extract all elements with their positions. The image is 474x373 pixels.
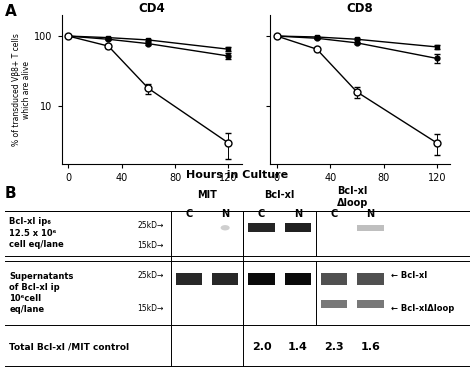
Text: Hours in Culture: Hours in Culture <box>186 170 288 180</box>
Text: 1.6: 1.6 <box>361 342 381 352</box>
Ellipse shape <box>220 225 230 231</box>
Text: MIT: MIT <box>197 190 217 200</box>
Bar <box>321 273 347 285</box>
Bar <box>248 273 274 285</box>
Text: A: A <box>5 4 17 19</box>
Bar <box>357 300 383 308</box>
Text: N: N <box>366 209 374 219</box>
Text: C: C <box>330 209 338 219</box>
Text: ← Bcl-xlΔloop: ← Bcl-xlΔloop <box>391 304 454 313</box>
Text: 1.4: 1.4 <box>288 342 308 352</box>
Text: of Bcl-xl ip: of Bcl-xl ip <box>9 283 60 292</box>
Bar <box>285 273 311 285</box>
Y-axis label: % of transduced Vβ8+ T cells
which are alive: % of transduced Vβ8+ T cells which are a… <box>12 33 31 146</box>
Bar <box>357 273 383 285</box>
Text: Δloop: Δloop <box>337 198 368 208</box>
Bar <box>285 223 311 232</box>
Text: Total Bcl-xl /MIT control: Total Bcl-xl /MIT control <box>9 342 129 351</box>
Bar <box>212 273 238 285</box>
Text: Bcl-xl ip₆: Bcl-xl ip₆ <box>9 217 52 226</box>
Text: eq/lane: eq/lane <box>9 305 45 314</box>
Bar <box>248 223 274 232</box>
Bar <box>357 225 383 231</box>
Text: 25kD→: 25kD→ <box>137 220 164 229</box>
Text: Bcl-xl: Bcl-xl <box>264 190 295 200</box>
Bar <box>176 273 202 285</box>
Text: 15kD→: 15kD→ <box>137 304 164 313</box>
Text: N: N <box>294 209 302 219</box>
Text: 2.0: 2.0 <box>252 342 271 352</box>
Text: B: B <box>5 186 17 201</box>
Text: 25kD→: 25kD→ <box>137 270 164 279</box>
Text: 15kD→: 15kD→ <box>137 241 164 250</box>
Text: 10⁶cell: 10⁶cell <box>9 294 42 303</box>
Text: 2.3: 2.3 <box>324 342 344 352</box>
Title: CD8: CD8 <box>347 2 374 15</box>
Text: 12.5 x 10⁶: 12.5 x 10⁶ <box>9 229 57 238</box>
Text: C: C <box>258 209 265 219</box>
Text: cell eq/lane: cell eq/lane <box>9 240 64 249</box>
Text: N: N <box>221 209 229 219</box>
Text: C: C <box>185 209 192 219</box>
Title: CD4: CD4 <box>138 2 165 15</box>
Text: Supernatants: Supernatants <box>9 272 74 280</box>
Text: ← Bcl-xl: ← Bcl-xl <box>391 270 427 279</box>
Text: Bcl-xl: Bcl-xl <box>337 186 367 197</box>
Bar <box>321 300 347 308</box>
